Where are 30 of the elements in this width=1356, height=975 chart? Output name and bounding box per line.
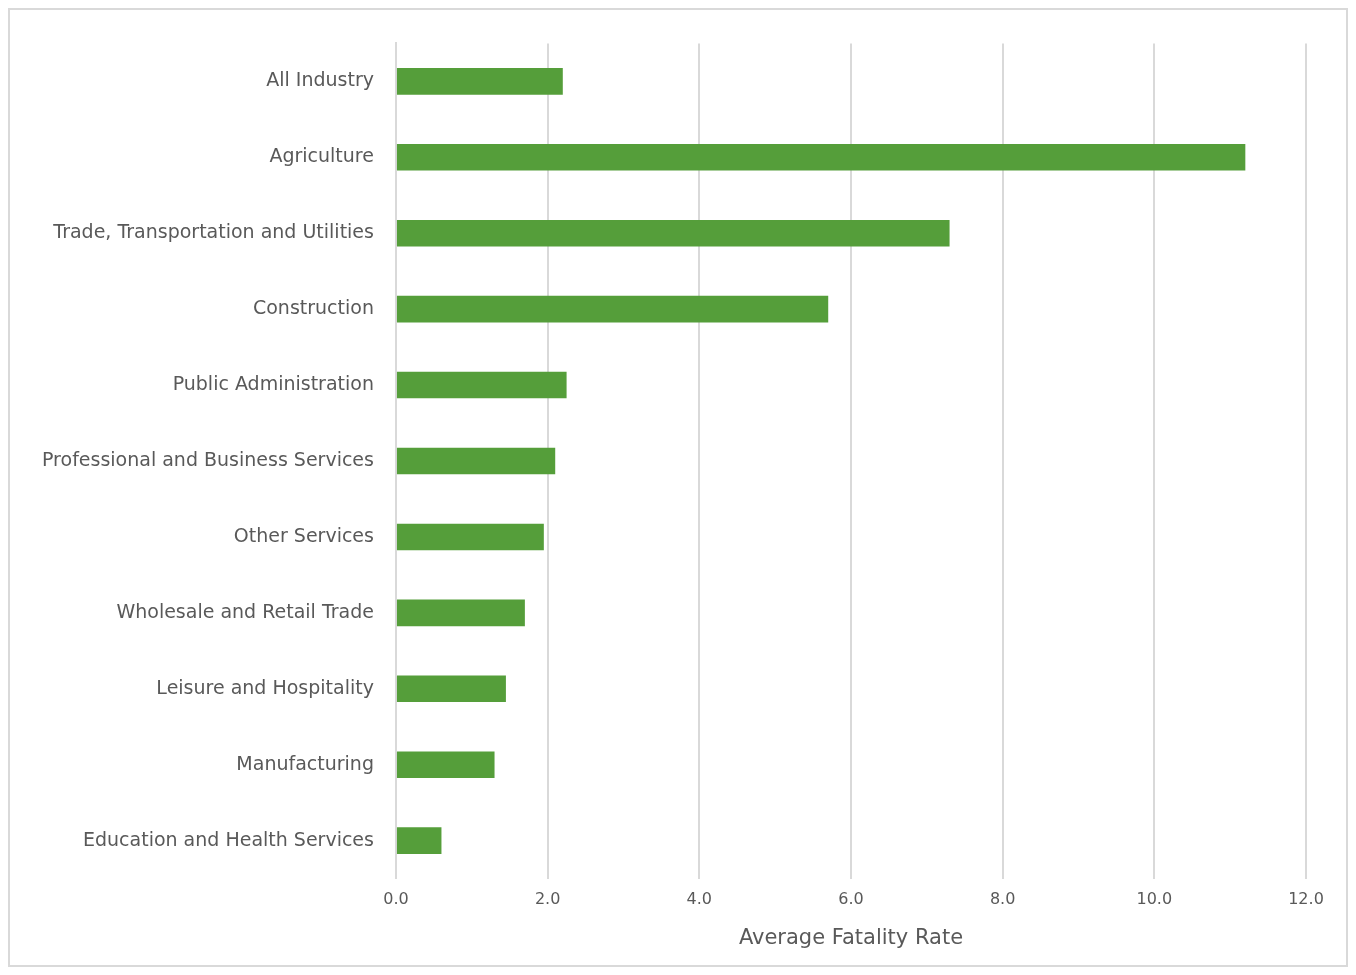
bar — [396, 371, 567, 399]
bar — [396, 295, 829, 323]
bar — [396, 447, 556, 475]
x-tick-label: 4.0 — [686, 889, 713, 909]
bar — [396, 144, 1246, 171]
y-tick-label: Construction — [252, 296, 374, 319]
y-tick-label: Wholesale and Retail Trade — [116, 599, 374, 622]
y-tick-label: Other Services — [233, 523, 374, 546]
bar — [396, 523, 544, 551]
y-tick-label: Education and Health Services — [82, 827, 374, 850]
x-tick-label: 6.0 — [838, 889, 864, 909]
y-tick-label: Agriculture — [269, 144, 374, 167]
y-tick-label: Manufacturing — [236, 751, 374, 774]
x-tick-label: 10.0 — [1136, 889, 1173, 909]
x-axis-title: Average Fatality Rate — [738, 924, 964, 949]
bar — [396, 827, 442, 854]
x-tick-label: 2.0 — [534, 889, 561, 909]
x-tick-label: 8.0 — [989, 889, 1016, 909]
x-tick-label: 0.0 — [383, 889, 409, 909]
y-tick-label: Leisure and Hospitality — [156, 675, 374, 698]
x-tick-label: 12.0 — [1288, 889, 1324, 909]
bar — [396, 219, 950, 247]
bar — [396, 675, 506, 703]
y-tick-label: Public Administration — [172, 372, 374, 395]
bar — [396, 751, 495, 778]
y-tick-label: Trade, Transportation and Utilities — [52, 220, 374, 243]
bar — [396, 599, 525, 627]
y-tick-label: All Industry — [266, 68, 374, 91]
bar — [396, 68, 563, 95]
y-tick-label: Professional and Business Services — [42, 447, 374, 470]
